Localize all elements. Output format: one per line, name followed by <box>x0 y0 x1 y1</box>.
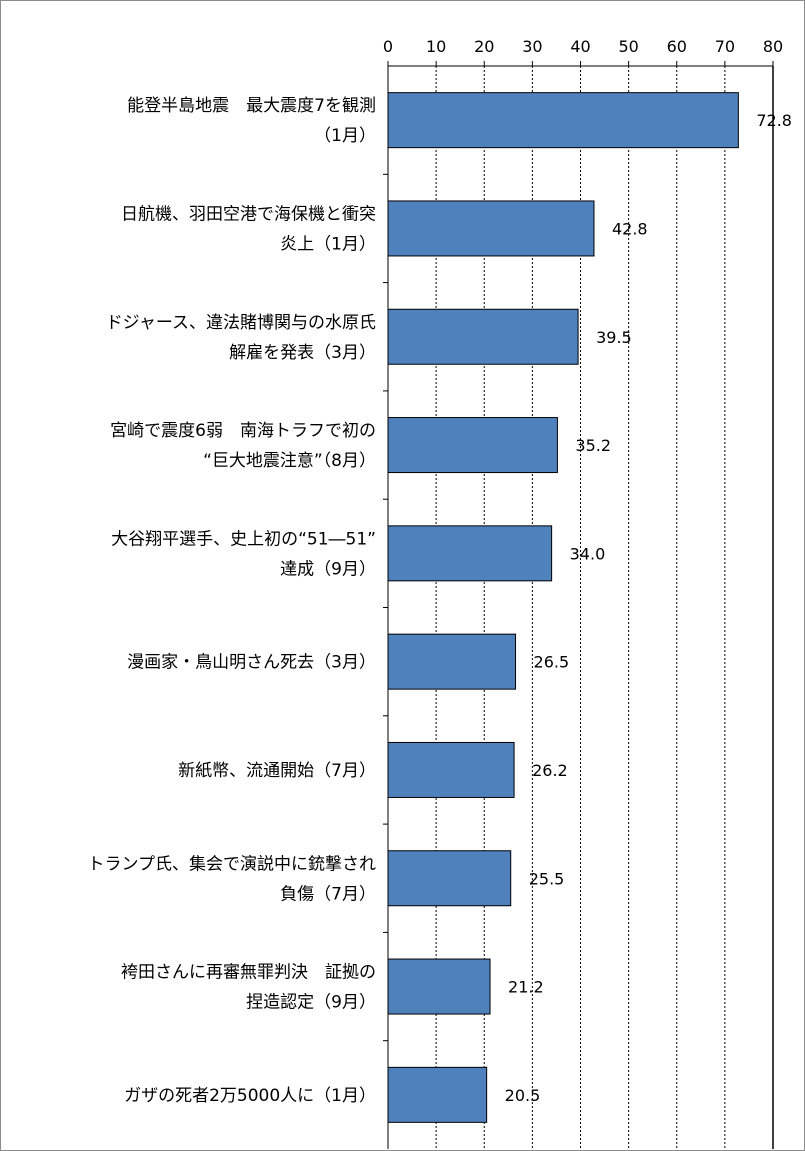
category-label: 負傷（7月） <box>280 884 376 904</box>
x-tick-label: 10 <box>426 37 446 56</box>
bar <box>387 200 595 257</box>
bar <box>387 417 558 474</box>
category-label: 捏造認定（9月） <box>246 993 376 1013</box>
category-label: 達成（9月） <box>280 559 376 579</box>
category-label: 宮崎で震度6弱 南海トラフで初の <box>110 421 376 441</box>
category-label: トランプ氏、集会で演説中に銃撃され <box>88 854 377 874</box>
data-label: 21.2 <box>508 978 544 997</box>
category-label: “巨大地震注意”（8月） <box>203 451 376 471</box>
bar <box>387 92 739 149</box>
bar <box>387 1066 488 1123</box>
category-label: 解雇を発表（3月） <box>229 343 376 363</box>
data-label: 39.5 <box>596 328 632 347</box>
x-tick-label: 40 <box>570 37 590 56</box>
bar <box>387 958 491 1015</box>
bar <box>387 633 517 690</box>
x-tick-label: 80 <box>763 37 783 56</box>
bar <box>387 525 553 582</box>
data-label: 26.2 <box>532 761 568 780</box>
data-label: 20.5 <box>505 1086 541 1105</box>
data-label: 25.5 <box>529 869 565 888</box>
category-label: 日航機、羽田空港で海保機と衝突 <box>121 204 376 224</box>
category-label: 大谷翔平選手、史上初の“51―51” <box>111 529 376 549</box>
data-label: 26.5 <box>534 653 570 672</box>
category-label: （1月） <box>314 126 376 146</box>
category-label: ドジャース、違法賭博関与の水原氏 <box>106 313 376 333</box>
category-label: ガザの死者2万5000人に（1月） <box>124 1086 376 1106</box>
data-label: 35.2 <box>575 436 611 455</box>
category-label: 新紙幣、流通開始（7月） <box>178 761 376 781</box>
category-label: 能登半島地震 最大震度7を観測 <box>127 96 376 116</box>
x-tick-label: 30 <box>522 37 542 56</box>
bar <box>387 850 512 907</box>
x-tick-label: 0 <box>383 37 393 56</box>
x-tick-label: 20 <box>474 37 494 56</box>
data-label: 34.0 <box>570 544 606 563</box>
x-tick-label: 60 <box>667 37 687 56</box>
x-tick-label: 50 <box>618 37 638 56</box>
data-label: 72.8 <box>756 111 792 130</box>
bar <box>387 308 579 365</box>
category-label: 袴田さんに再審無罪判決 証拠の <box>121 963 376 983</box>
x-tick-label: 70 <box>715 37 735 56</box>
category-label: 漫画家・鳥山明さん死去（3月） <box>127 653 376 673</box>
data-label: 42.8 <box>612 219 648 238</box>
category-label: 炎上（1月） <box>280 234 376 254</box>
bar <box>387 741 515 798</box>
